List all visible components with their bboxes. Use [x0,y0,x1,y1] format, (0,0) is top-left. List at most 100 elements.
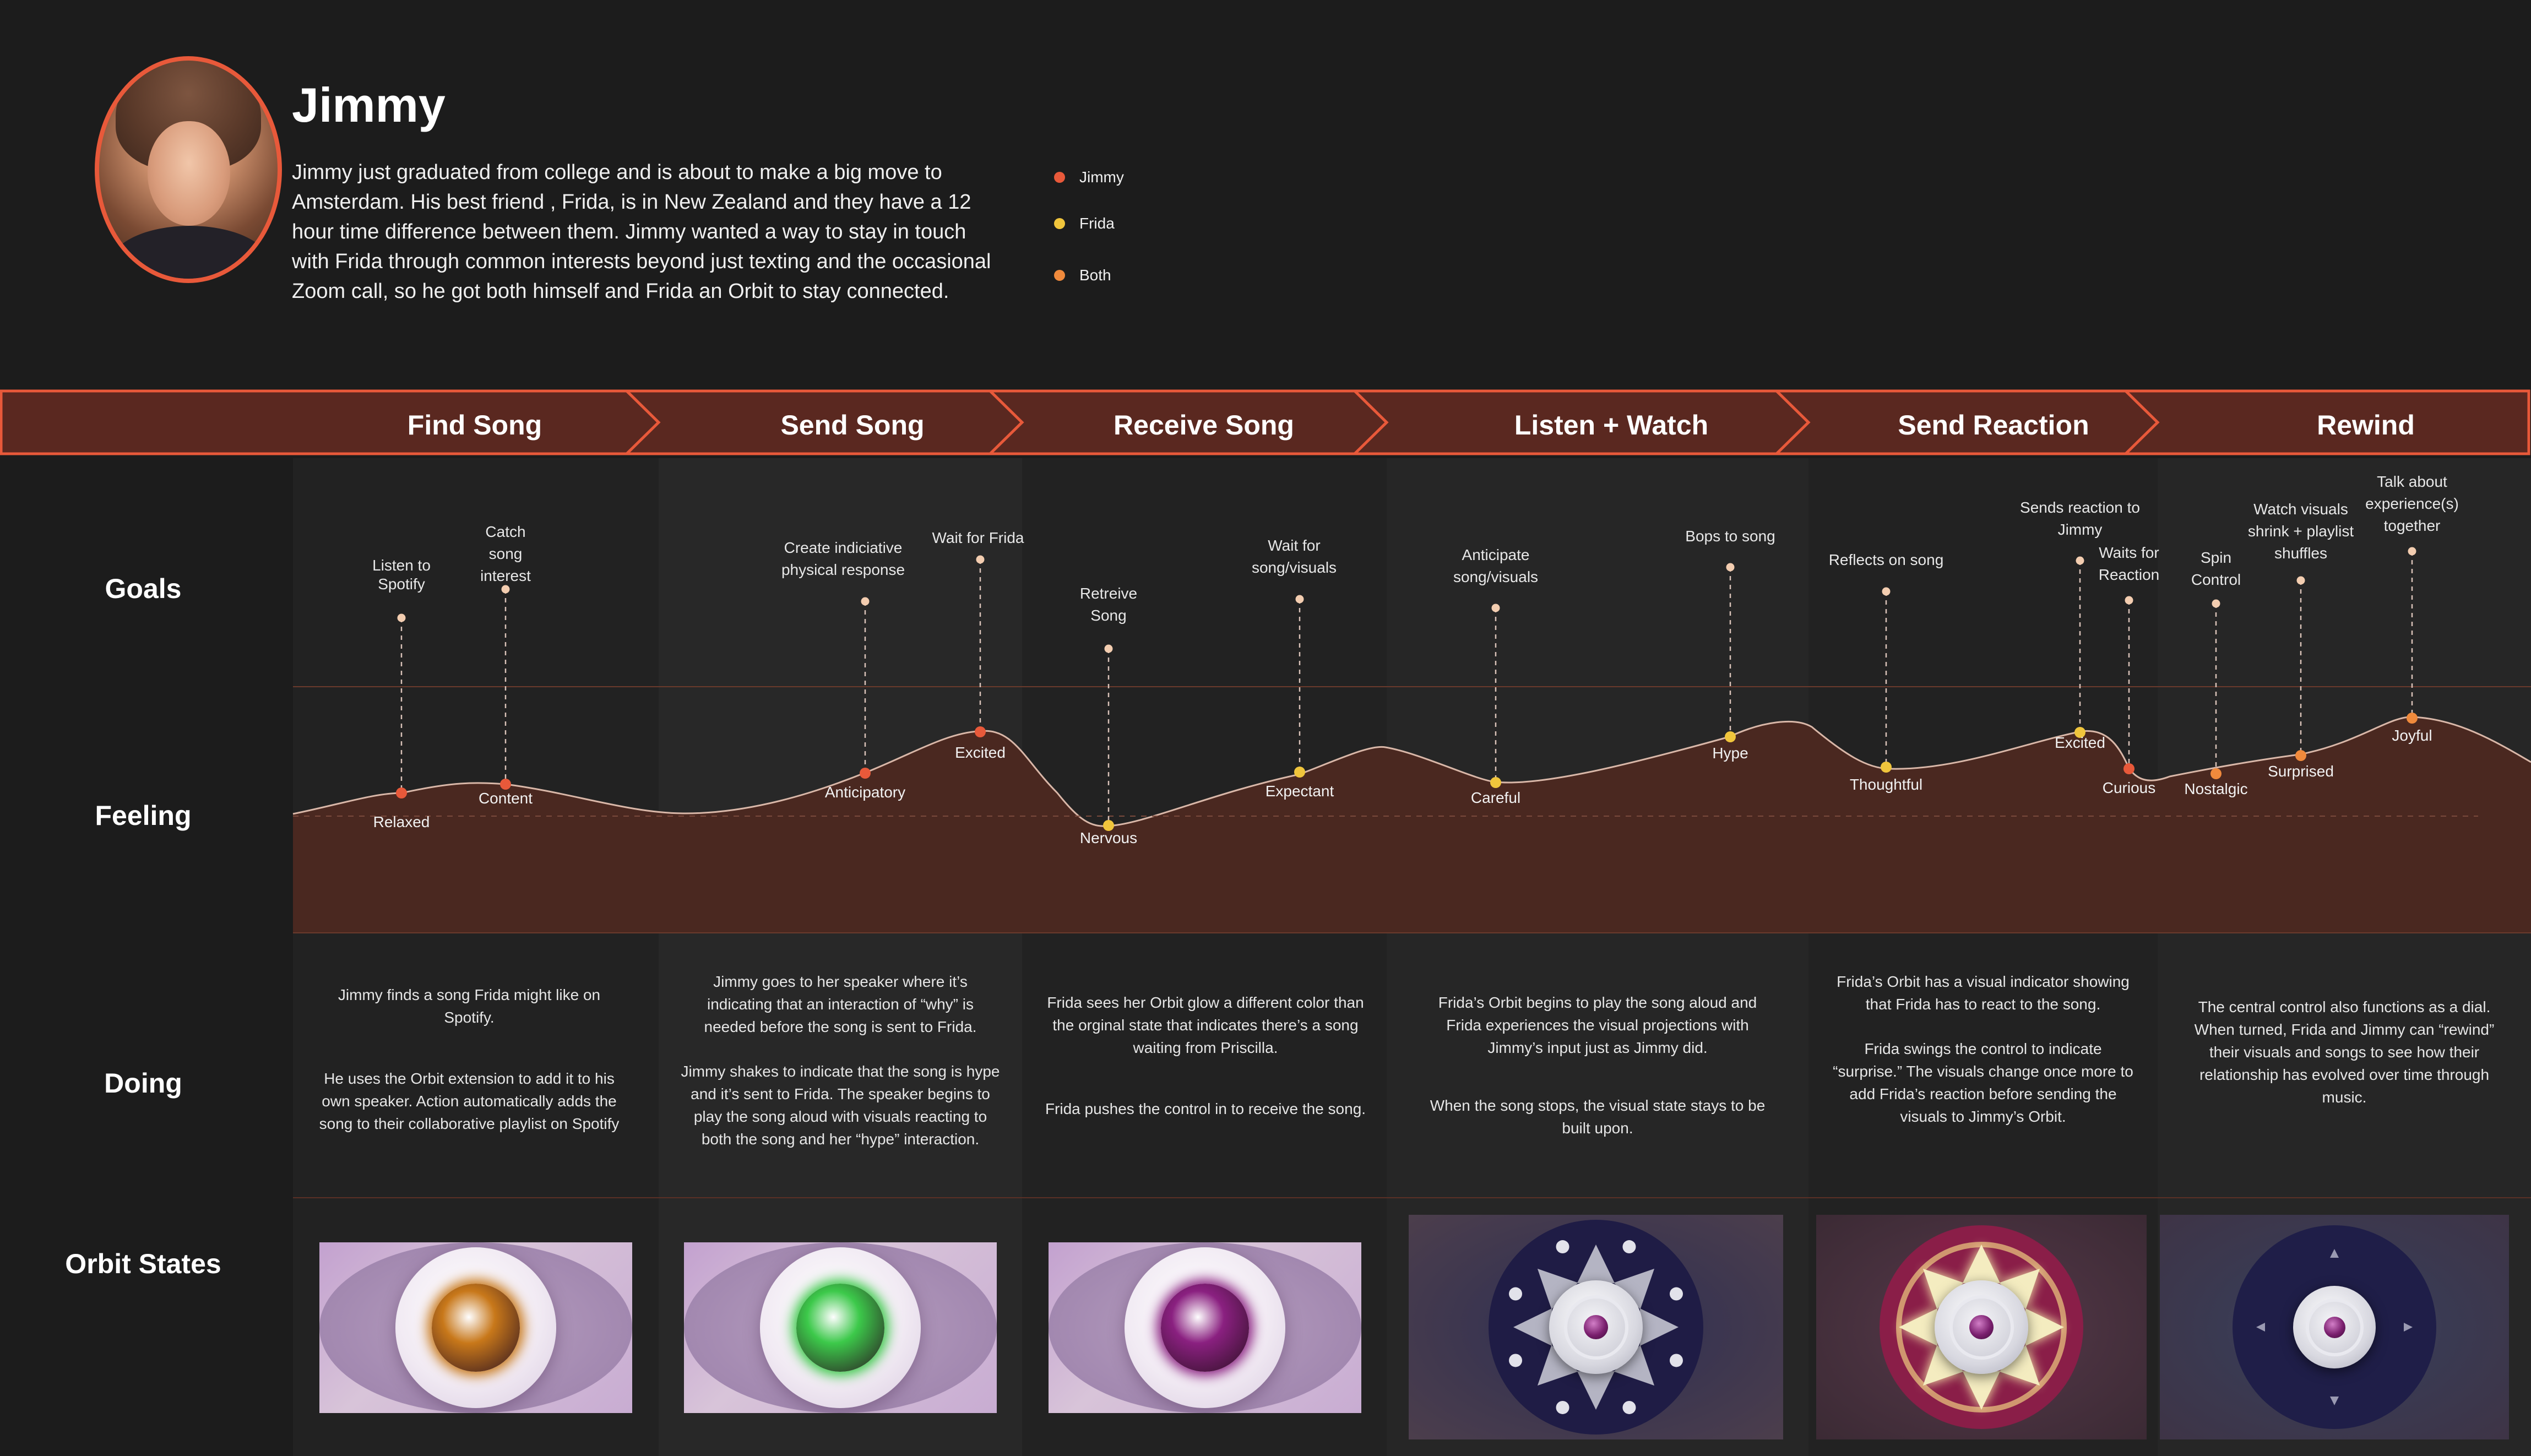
avatar-shirt [110,226,270,279]
feeling-dot [975,726,986,737]
journey-point-nostalgic-11: Spin Control Nostalgic [2184,549,2247,797]
dial-bead [1556,1400,1569,1414]
feeling-dot [2074,727,2085,738]
orbit-state-orange-glow [319,1242,632,1413]
dial-arrow-icon [1614,1268,1655,1310]
feeling-dot [2210,768,2222,779]
goal-label: Sends reaction to Jimmy [2020,499,2140,538]
dial-jewel [2323,1316,2345,1338]
dial-jewel [1584,1315,1608,1339]
stage-label-send-reaction: Send Reaction [1898,410,2089,441]
feeling-label: Nostalgic [2184,780,2247,797]
feeling-label: Curious [2103,779,2155,796]
feeling-dot [1490,777,1501,788]
feeling-label: Nervous [1080,829,1137,846]
journey-point-joyful-13: Talk about experience(s) together Joyful [2365,473,2459,744]
dial-bead [1509,1354,1523,1367]
goal-label: Waits for Reaction [2099,544,2160,583]
goal-label: Create indiciative physical response [781,539,905,578]
dial-jewel [1969,1315,1994,1339]
orbit-state-dial-minimal [2160,1215,2509,1439]
dial-arrow-icon [1963,1371,2000,1410]
feeling-dot [1881,762,1892,773]
dial-arrow-icon [1999,1345,2040,1386]
dial-bead [1622,1240,1636,1254]
doing-paragraph: Jimmy finds a song Frida might like on S… [338,986,601,1026]
doing-paragraph: Frida pushes the control in to receive t… [1045,1100,1366,1117]
doing-paragraph: Frida’s Orbit begins to play the song al… [1438,994,1757,1056]
dial-arrow-icon [2330,1249,2339,1258]
goal-label: Anticipate song/visuals [1453,546,1538,585]
feeling-label: Relaxed [373,813,430,830]
doing-text-find-song: Jimmy finds a song Frida might like on S… [315,984,623,1174]
doing-paragraph: Jimmy shakes to indicate that the song i… [681,1063,1000,1148]
feeling-label: Surprised [2268,763,2334,780]
goal-dot [1882,587,1891,596]
goal-dot [2296,576,2305,585]
dial-arrow-icon [2404,1323,2413,1332]
dial-indicators [2256,1249,2413,1405]
feeling-label: Thoughtful [1850,776,1922,793]
emotion-curve-line [292,716,2531,827]
dial-arrow-icon [1577,1245,1615,1283]
legend-dot [1054,172,1065,183]
feeling-dot [1725,731,1736,742]
stage-label-find-song: Find Song [407,410,542,441]
feeling-dot [1103,820,1114,831]
journey-point-expectant-5: Wait for song/visuals Expectant [1252,537,1337,800]
legend-label: Both [1079,267,1111,284]
orbit-state-green-glow [684,1242,997,1413]
goal-label: Wait for Frida [932,529,1024,546]
feeling-dot [2123,763,2134,774]
journey-point-relaxed-0: Listen to Spotify Relaxed [372,557,431,830]
feeling-dot [396,787,407,798]
dial-bead [1556,1240,1569,1254]
feeling-label: Excited [955,744,1006,761]
dial-arrow-icon [1963,1245,2000,1283]
dial-arrow-icon [2330,1397,2339,1405]
goal-label: Catch song interest [480,523,531,584]
goal-label: Bops to song [1685,528,1775,545]
goal-dot [2212,599,2220,608]
dial-arrow-icon [2025,1308,2064,1346]
dial-bead [1669,1287,1683,1301]
dial-arrow-icon [1513,1308,1552,1346]
journey-point-excited-3: Wait for Frida Excited [932,529,1024,761]
persona-avatar [95,56,282,283]
goal-label: Spin Control [2191,549,2241,588]
dial-arrow-icon [1899,1308,1937,1346]
dial-arrow-icon [1640,1308,1679,1346]
row-label-feeling: Feeling [95,800,192,831]
orbit-orb [432,1284,520,1372]
orbit-orb [1161,1284,1249,1372]
doing-paragraph: Jimmy goes to her speaker where it’s ind… [704,973,977,1035]
row-label-orbit-states: Orbit States [65,1248,221,1279]
feeling-dot [2407,713,2418,724]
dial-arrow-icon [1537,1345,1578,1386]
feeling-dot [860,768,871,779]
goal-label: Retreive Song [1080,585,1137,624]
doing-text-receive-song: Frida sees her Orbit glow a different co… [1044,991,1367,1159]
doing-text-send-song: Jimmy goes to her speaker where it’s ind… [681,970,1000,1172]
goal-label: Wait for song/visuals [1252,537,1337,576]
doing-divider-line [293,1197,2531,1198]
feeling-dot [1294,767,1305,778]
legend-item-frida: Frida [1054,213,1115,235]
goal-dot [2125,596,2133,605]
emotion-curve-area [293,716,2531,933]
persona-name: Jimmy [292,78,446,132]
orbit-state-purple-glow [1049,1242,1361,1413]
legend-item-jimmy: Jimmy [1054,166,1124,188]
goal-dot [976,555,985,564]
legend-label: Frida [1079,215,1115,232]
doing-paragraph: Frida swings the control to indicate “su… [1833,1040,2133,1125]
journey-point-surprised-12: Watch visuals shrink + playlist shuffles Su… [2248,501,2354,780]
feeling-label: Excited [2055,734,2105,751]
orbit-state-dial-arrows [1409,1215,1783,1439]
stage-label-send-song: Send Song [780,410,925,441]
feeling-label: Expectant [1266,783,1334,800]
goal-dot [1295,595,1304,604]
row-label-goals: Goals [105,573,182,604]
journey-point-hype-7: Bops to song Hype [1685,528,1775,762]
